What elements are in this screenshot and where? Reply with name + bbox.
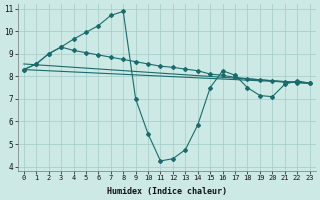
X-axis label: Humidex (Indice chaleur): Humidex (Indice chaleur) [107, 187, 227, 196]
